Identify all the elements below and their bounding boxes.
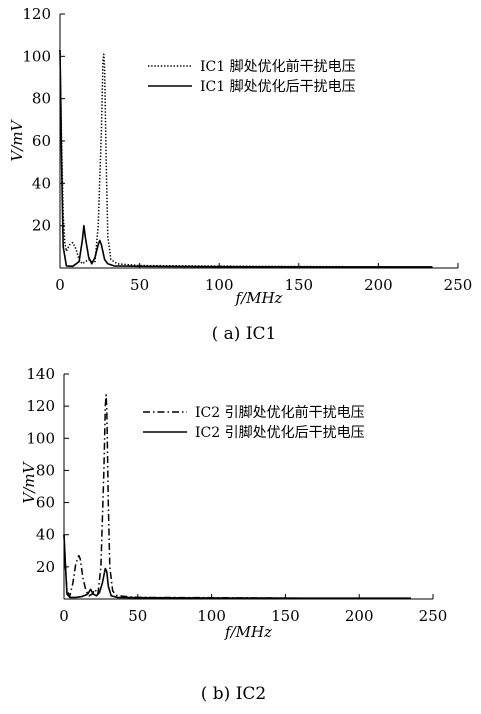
series-line-2	[63, 534, 411, 599]
x-tick-label: 0	[59, 607, 69, 625]
y-tick-label: 60	[36, 494, 55, 512]
x-tick-label: 50	[128, 607, 147, 625]
chart-caption: ( a) IC1	[212, 324, 277, 344]
y-tick-label: 100	[22, 47, 51, 65]
legend-entry: IC1 脚处优化后干扰电压	[200, 79, 356, 95]
chart-2: 0 50 100 150 200 250 20 40 60 80 100 120 140 f/MHz V/m…	[20, 365, 447, 704]
y-tick-label: 120	[22, 5, 51, 23]
legend-entry: IC2 引脚处优化后干扰电压	[195, 425, 365, 441]
y-tick-label: 40	[32, 174, 51, 192]
x-tick-label: 250	[444, 276, 473, 294]
y-tick-label: 80	[36, 461, 55, 479]
x-tick-label: 200	[364, 276, 393, 294]
y-tick-label: 120	[26, 397, 55, 415]
y-axis-label: V/mV	[20, 460, 38, 503]
series-line-2	[59, 49, 433, 268]
x-tick-label: 100	[205, 276, 234, 294]
x-tick-label: 150	[271, 607, 300, 625]
x-tick-label: 0	[55, 276, 65, 294]
legend-entry: IC1 脚处优化前干扰电压	[200, 58, 356, 75]
chart-1: 0 50 100 150 200 250 20 40 60 80 100 120 f/MHz V/mV IC…	[8, 5, 472, 344]
chart-caption: ( b) IC2	[201, 684, 267, 704]
y-tick-label: 20	[36, 558, 55, 576]
series-line-1	[59, 49, 433, 268]
x-tick-label: 100	[197, 607, 226, 625]
x-tick-label: 200	[345, 607, 374, 625]
x-axis-label: f/MHz	[235, 289, 283, 307]
y-tick-label: 60	[32, 132, 51, 150]
x-axis-label: f/MHz	[224, 623, 272, 641]
x-tick-label: 250	[419, 607, 448, 625]
y-tick-label: 20	[32, 217, 51, 235]
x-tick-label: 150	[284, 276, 313, 294]
y-tick-label: 40	[36, 526, 55, 544]
y-axis-label: V/mV	[8, 118, 26, 161]
y-tick-label: 80	[32, 90, 51, 108]
x-tick-label: 50	[130, 276, 149, 294]
legend-entry: IC2 引脚处优化前干扰电压	[195, 404, 365, 421]
y-tick-label: 140	[26, 365, 55, 383]
y-tick-label: 100	[26, 429, 55, 447]
